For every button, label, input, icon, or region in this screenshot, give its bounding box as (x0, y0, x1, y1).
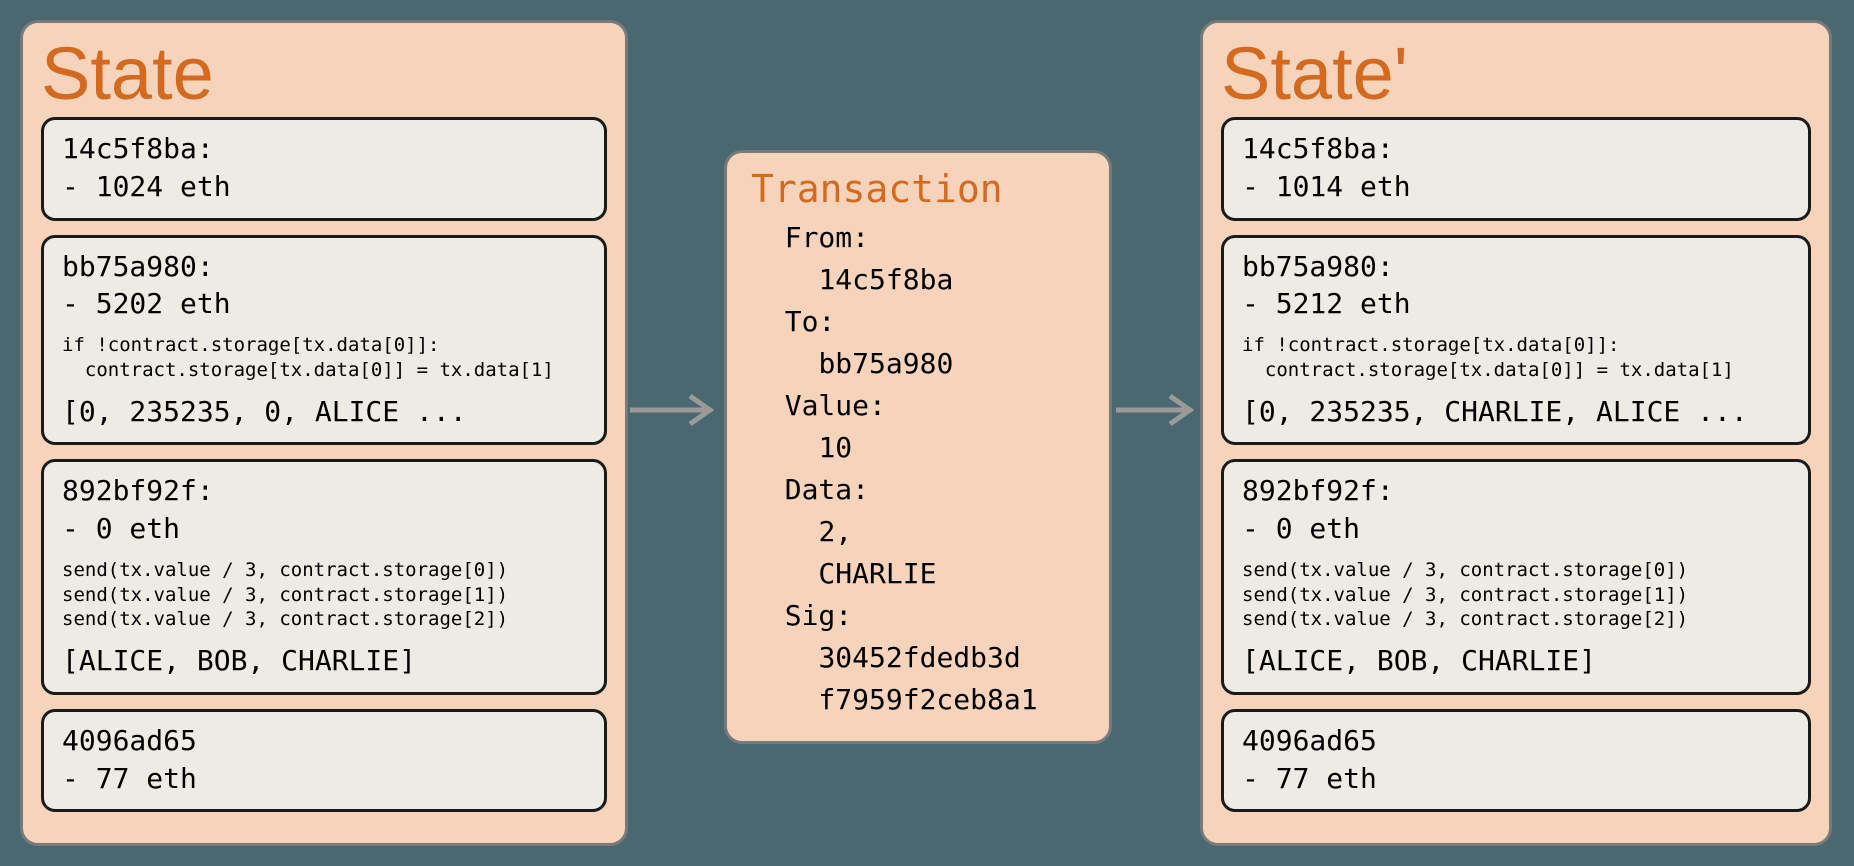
transaction-body: From: 14c5f8ba To: bb75a980 Value: 10 Da… (751, 217, 1085, 721)
account-address: 14c5f8ba: (62, 130, 586, 168)
arrow-icon (1116, 390, 1206, 430)
tx-value-value: 10 (818, 431, 852, 464)
account-box: bb75a980: - 5202 eth if !contract.storag… (41, 235, 607, 446)
account-address: bb75a980: (62, 248, 586, 286)
account-box: 14c5f8ba: - 1014 eth (1221, 117, 1811, 221)
account-box: 4096ad65 - 77 eth (1221, 709, 1811, 813)
account-box: 892bf92f: - 0 eth send(tx.value / 3, con… (1221, 459, 1811, 694)
account-balance: - 5212 eth (1242, 285, 1790, 323)
tx-from-label (751, 221, 785, 254)
account-code: if !contract.storage[tx.data[0]]: contra… (1242, 333, 1790, 382)
account-box: 892bf92f: - 0 eth send(tx.value / 3, con… (41, 459, 607, 694)
tx-sig-value: 30452fdedb3d f7959f2ceb8a1 (751, 641, 1038, 716)
tx-to-value: bb75a980 (818, 347, 953, 380)
account-balance: - 0 eth (62, 510, 586, 548)
tx-value-label: Value: (785, 389, 886, 422)
account-address: bb75a980: (1242, 248, 1790, 286)
transaction-panel: Transaction From: 14c5f8ba To: bb75a980 … (724, 150, 1112, 744)
account-balance: - 1024 eth (62, 168, 586, 206)
state-panel-left: State 14c5f8ba: - 1024 eth bb75a980: - 5… (20, 20, 628, 846)
account-balance: - 77 eth (1242, 760, 1790, 798)
account-code: send(tx.value / 3, contract.storage[0]) … (1242, 558, 1790, 632)
account-balance: - 0 eth (1242, 510, 1790, 548)
account-storage: [0, 235235, 0, ALICE ... (62, 393, 586, 431)
account-code: if !contract.storage[tx.data[0]]: contra… (62, 333, 586, 382)
account-balance: - 5202 eth (62, 285, 586, 323)
tx-to-label: To: (785, 305, 836, 338)
account-address: 892bf92f: (1242, 472, 1790, 510)
account-storage: [ALICE, BOB, CHARLIE] (62, 642, 586, 680)
account-storage: [ALICE, BOB, CHARLIE] (1242, 642, 1790, 680)
account-address: 4096ad65 (1242, 722, 1790, 760)
state-right-title: State' (1221, 37, 1811, 111)
tx-from-label: From: (785, 221, 869, 254)
account-box: 4096ad65 - 77 eth (41, 709, 607, 813)
tx-sig-label: Sig: (785, 599, 852, 632)
arrow-icon (630, 390, 726, 430)
account-storage: [0, 235235, CHARLIE, ALICE ... (1242, 393, 1790, 431)
transaction-title: Transaction (751, 167, 1085, 211)
account-address: 892bf92f: (62, 472, 586, 510)
account-balance: - 77 eth (62, 760, 586, 798)
state-panel-right: State' 14c5f8ba: - 1014 eth bb75a980: - … (1200, 20, 1832, 846)
account-address: 14c5f8ba: (1242, 130, 1790, 168)
state-left-title: State (41, 37, 607, 111)
account-address: 4096ad65 (62, 722, 586, 760)
account-balance: - 1014 eth (1242, 168, 1790, 206)
tx-data-value: 2, CHARLIE (751, 515, 936, 590)
tx-data-label: Data: (785, 473, 869, 506)
account-box: 14c5f8ba: - 1024 eth (41, 117, 607, 221)
account-code: send(tx.value / 3, contract.storage[0]) … (62, 558, 586, 632)
tx-from-value: 14c5f8ba (818, 263, 953, 296)
account-box: bb75a980: - 5212 eth if !contract.storag… (1221, 235, 1811, 446)
